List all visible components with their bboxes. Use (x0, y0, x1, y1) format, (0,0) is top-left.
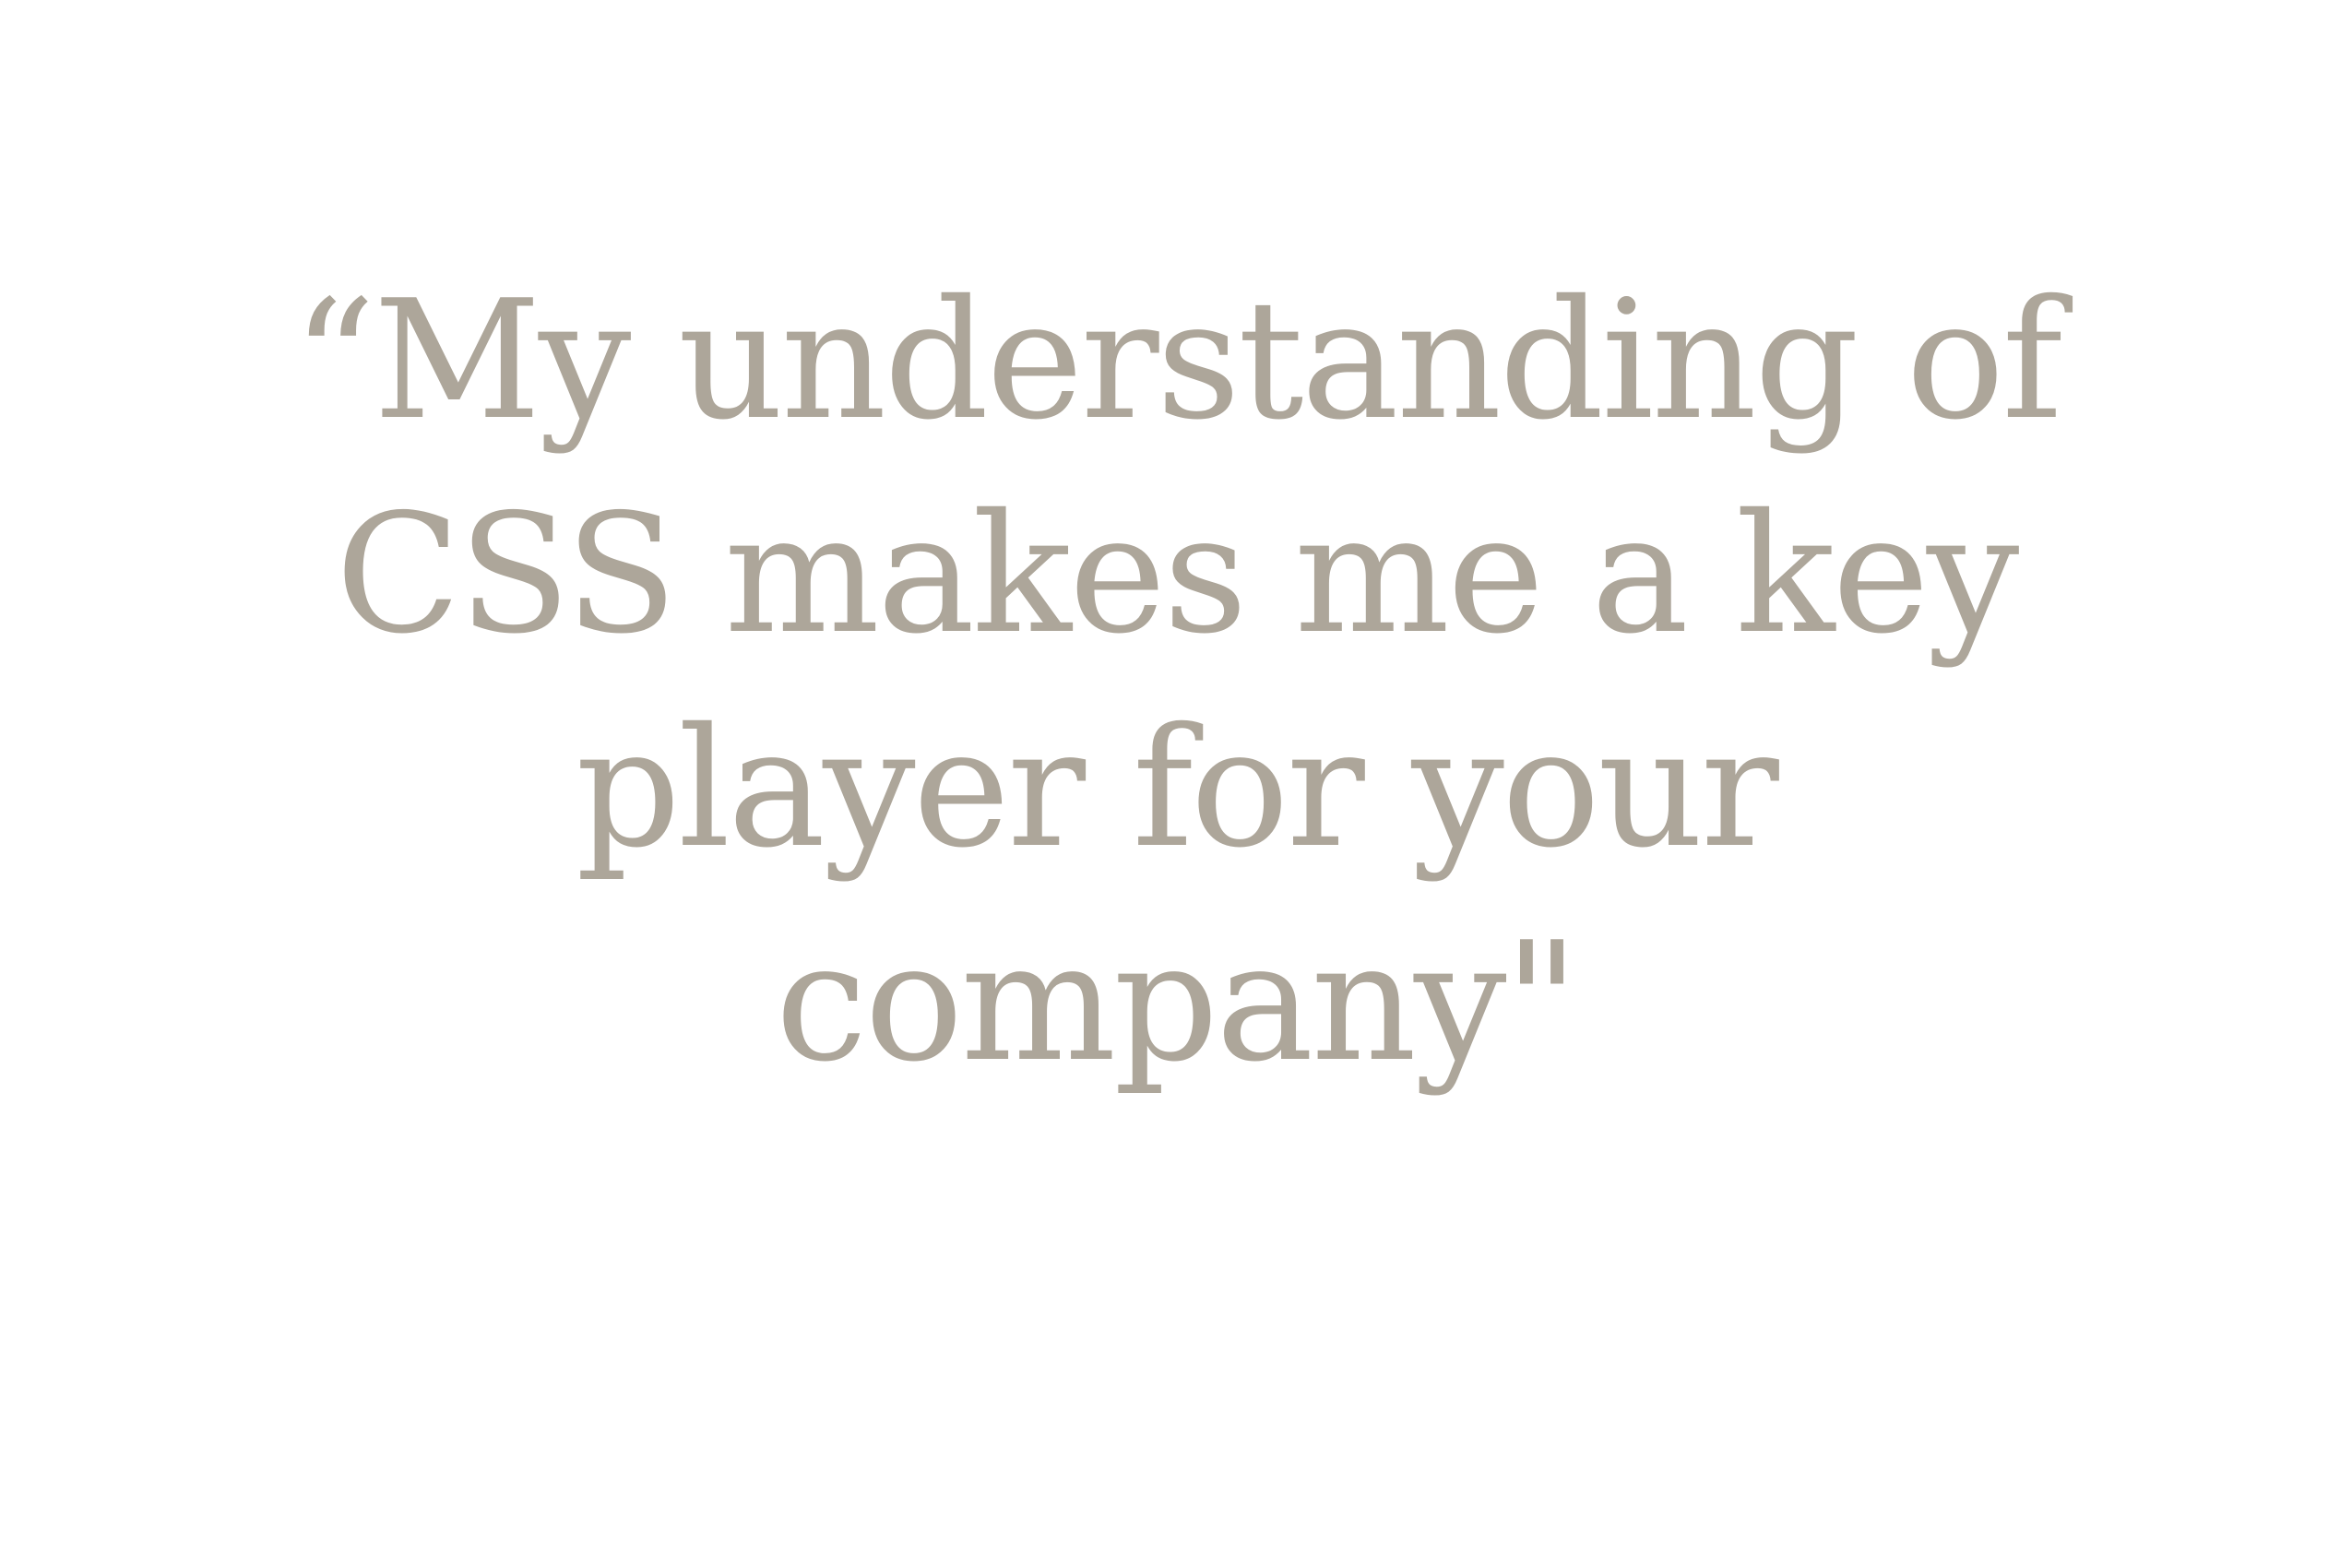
quote-block: “My understanding of CSS makes me a key … (0, 254, 2352, 1110)
quote-line-1: “My understanding of (291, 265, 2063, 456)
quote-line-2: CSS makes me a key (335, 479, 2020, 670)
quote-line-4: company" (775, 907, 1580, 1098)
quote-line-3: player for your (576, 693, 1779, 884)
